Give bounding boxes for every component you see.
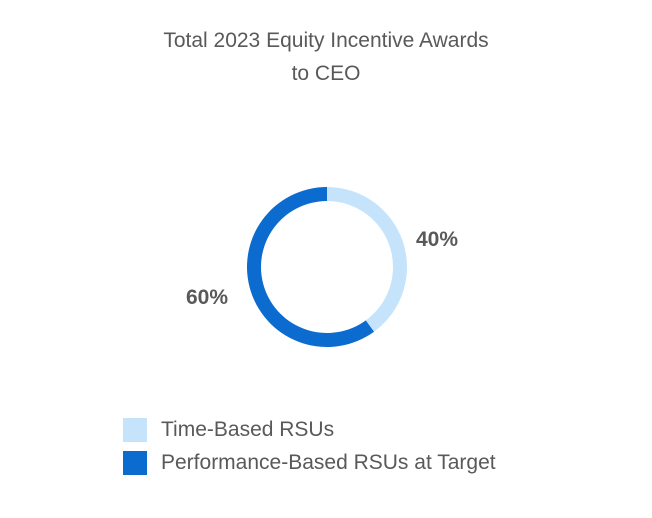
data-label-time-based: 40% — [416, 228, 459, 251]
donut-slice-time-based — [327, 187, 408, 332]
legend-label-time-based: Time-Based RSUs — [161, 418, 335, 441]
legend-label-performance-based: Performance-Based RSUs at Target — [161, 451, 496, 474]
legend-swatch-performance-based — [123, 451, 147, 475]
chart-title-line-2: to CEO — [291, 62, 361, 85]
legend-swatch-time-based — [123, 418, 147, 442]
data-label-performance-based: 60% — [186, 286, 229, 309]
chart-title-line-1: Total 2023 Equity Incentive Awards — [163, 29, 489, 52]
donut-slice-performance-based — [247, 187, 375, 347]
